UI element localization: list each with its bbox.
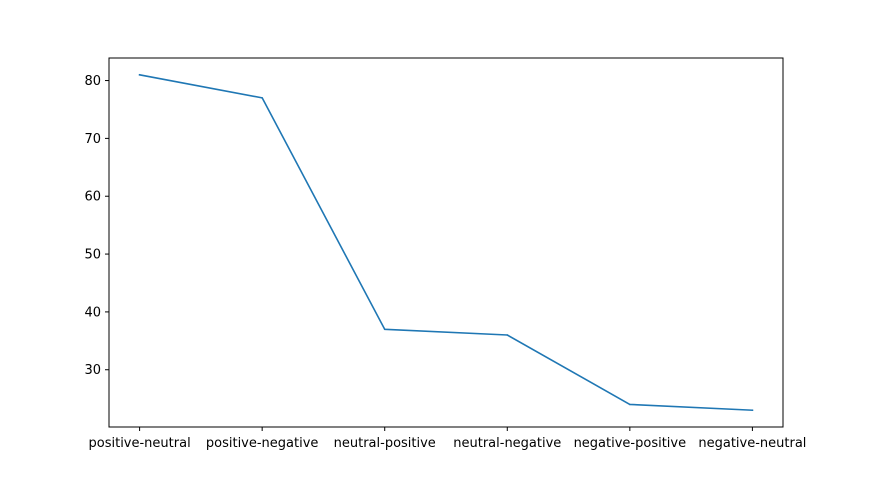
data-point-0-0 (138, 74, 141, 76)
y-tick-label-50: 50 (84, 248, 101, 263)
y-tick-label-60: 60 (84, 190, 101, 205)
x-tick-label-0: positive-neutral (89, 436, 191, 451)
y-tick-label-80: 80 (84, 74, 101, 89)
x-tick-label-3: neutral-negative (453, 436, 561, 451)
data-point-0-5 (751, 409, 754, 412)
x-tick-label-2: neutral-positive (334, 436, 436, 451)
y-tick-label-70: 70 (84, 132, 101, 147)
x-tick-label-1: positive-negative (206, 436, 319, 451)
axes: 30 40 50 60 70 80 positive-neutral positive-neg… (84, 57, 806, 451)
data-point-0-4 (629, 403, 631, 406)
x-tick-label-5: negative-neutral (698, 436, 806, 451)
data-point-0-2 (383, 328, 386, 331)
plot-marks (138, 73, 754, 412)
data-point-0-1 (261, 97, 264, 99)
y-tick-label-40: 40 (84, 305, 101, 320)
data-point-0-3 (506, 334, 509, 336)
plot-frame (108, 57, 784, 428)
series-line-0 (138, 73, 754, 412)
x-tick-label-4: negative-positive (574, 436, 687, 451)
y-tick-label-30: 30 (84, 363, 101, 378)
